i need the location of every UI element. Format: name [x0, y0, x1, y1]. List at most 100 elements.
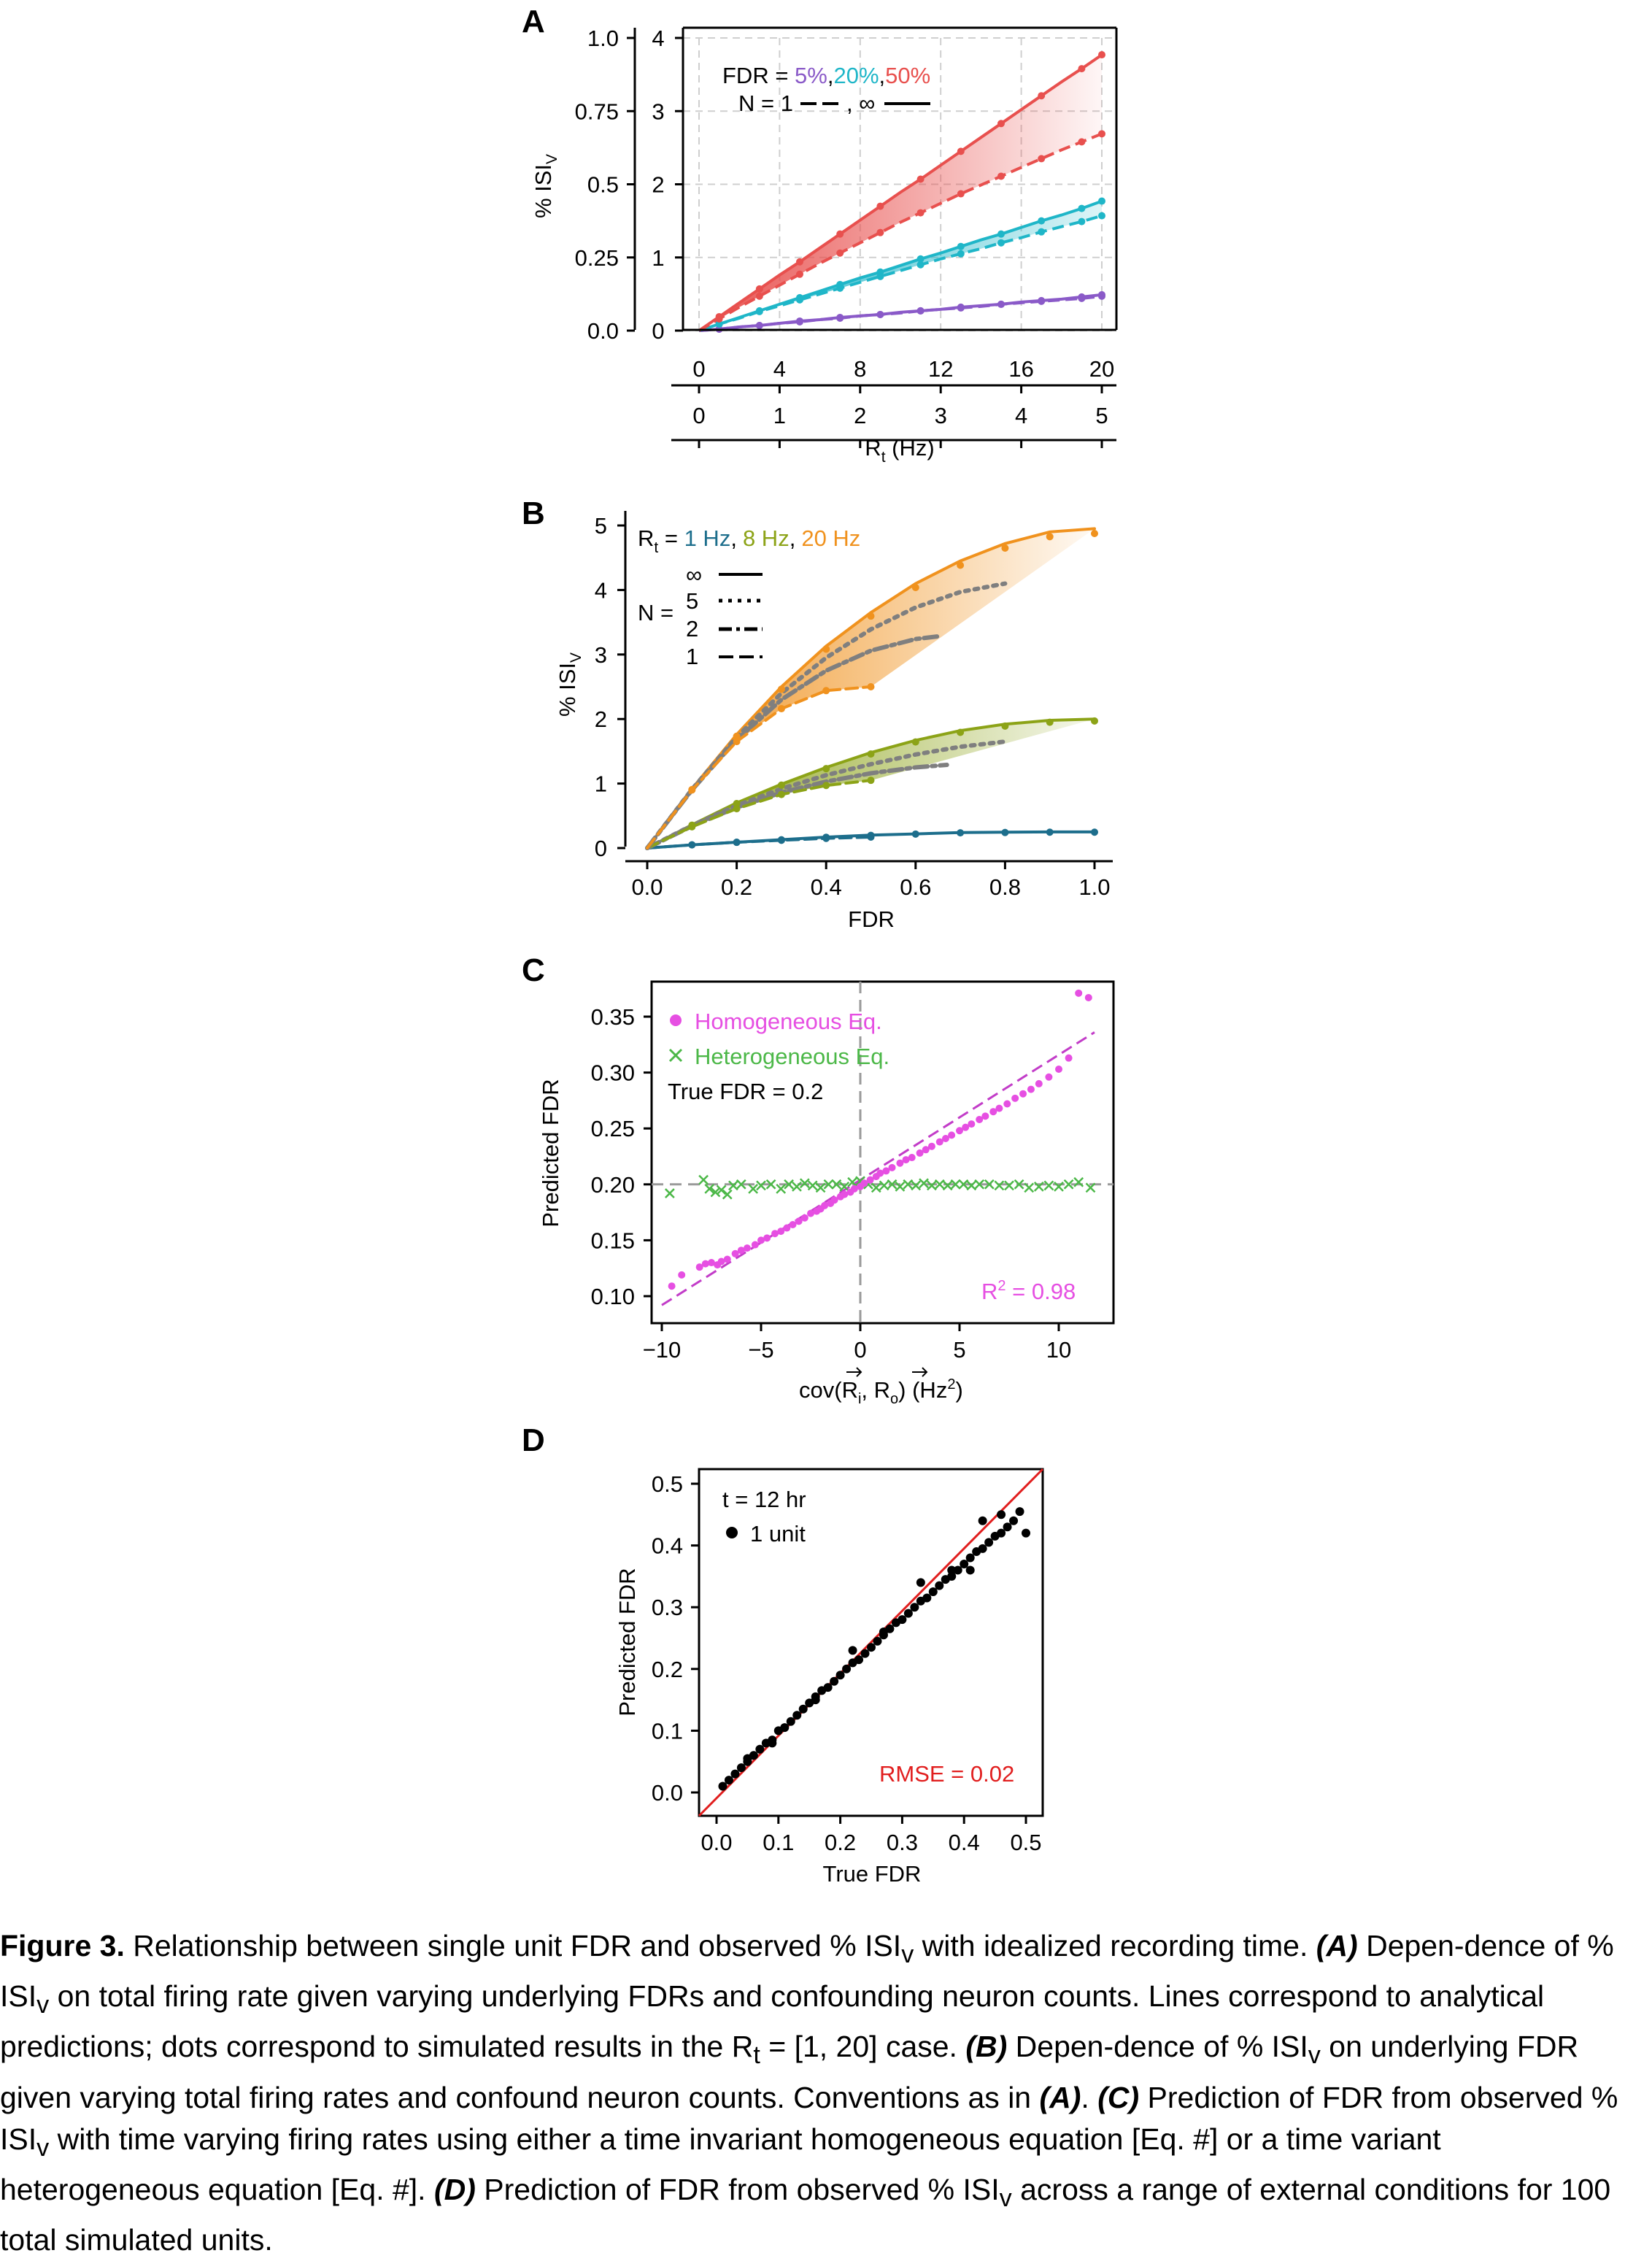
panel-c-hom-point [908, 1154, 916, 1162]
panel-b-point [957, 829, 965, 837]
panel-d-point [997, 1510, 1006, 1519]
panel-a-point [796, 317, 803, 326]
panel-c-x-label-post: ) (Hz [898, 1377, 947, 1403]
panel-c-het-point [823, 1179, 834, 1190]
panel-c-hom-point [981, 1112, 989, 1120]
panel-c-vector-arrow-ro [912, 1367, 928, 1377]
panel-a-point [755, 285, 763, 293]
panel-a-point [1038, 228, 1046, 236]
panel-a-y-tick-label-left: 0.75 [575, 99, 619, 124]
panel-d-point [736, 1763, 746, 1773]
panel-a-point [997, 300, 1005, 308]
panel-c-het-point [927, 1180, 937, 1191]
panel-b-x-tick-label: 0.0 [631, 874, 663, 900]
panel-a-letter: A [522, 4, 545, 39]
panel-c-hom-point [783, 1224, 791, 1232]
panel-c-hom-point [757, 1236, 765, 1244]
panel-c-het-point [807, 1180, 818, 1191]
panel-d-point [1009, 1516, 1019, 1525]
panel-a-line-50-n1 [698, 132, 1103, 332]
panel-a-point [916, 307, 925, 315]
panel-a-y-tick-label-left: 1.0 [587, 26, 619, 51]
panel-d-ticks: 0.0 0.1 0.2 0.3 0.4 0.5 0.0 0.1 0.2 0.3 0.4 0.5 [652, 1471, 1042, 1855]
panel-c-hom-point [737, 1247, 745, 1255]
panel-c-het-point [698, 1174, 709, 1185]
panel-d-point [730, 1769, 740, 1779]
panel-c-hom-point [830, 1196, 838, 1204]
panel-a-point [997, 239, 1005, 247]
panel-d-point [965, 1553, 975, 1563]
panel-c-x-label-o: o [890, 1391, 898, 1407]
panel-c-hom-point [916, 1149, 924, 1157]
caption-s6: Depen-dence of % ISI [1007, 2030, 1308, 2064]
panel-c-het-point [974, 1179, 985, 1190]
panel-c-het-point [895, 1181, 906, 1192]
panel-c-hom-point [763, 1234, 771, 1242]
panel-c-het-point [1004, 1180, 1014, 1191]
panel-c-het-point [728, 1180, 738, 1191]
panel-c-hom-point [777, 1228, 785, 1236]
panel-d-point [780, 1723, 790, 1733]
panel-c-hom-point [866, 1176, 874, 1184]
panel-a-y-tick-label-right: 3 [652, 99, 664, 124]
panel-d-point [792, 1711, 802, 1720]
panel-d-point [898, 1615, 907, 1625]
panel-b-point [1046, 718, 1054, 726]
panel-c-het-point [748, 1184, 759, 1194]
panel-a-point [1098, 292, 1105, 300]
panel-d-y-tick-label: 0.4 [652, 1533, 683, 1559]
panel-b-point [1001, 828, 1009, 836]
panel-c-het-point [911, 1180, 922, 1191]
panel-b-legend-eq: = [658, 525, 684, 551]
panel-a-point [836, 284, 844, 292]
panel-c-het-point [958, 1179, 969, 1190]
panel-a-point [1098, 212, 1105, 220]
panel-b-y-tick-label: 0 [595, 836, 607, 861]
panel-d-points [718, 1507, 1030, 1791]
panel-c-het-point [903, 1179, 914, 1190]
panel-a-x-tick-label-top: 20 [1089, 356, 1114, 382]
panel-c-het-point [984, 1179, 995, 1190]
panel-c-hom-point [668, 1282, 676, 1290]
panel-c-x-label: cov(Ri, Ro) (Hz2) [799, 1376, 963, 1407]
panel-c-het-point [792, 1181, 802, 1192]
panel-b-x-tick-label: 1.0 [1078, 874, 1110, 900]
panel-c-y-tick-label: 0.10 [591, 1284, 635, 1309]
panel-b-point [777, 705, 785, 713]
panel-b-x-tick-label: 0.4 [811, 874, 842, 900]
panel-d-y-label: Predicted FDR [614, 1568, 640, 1716]
caption-s3: Depen-dence of % ISI [0, 1929, 1614, 2014]
panel-a-legend-n1: N = 1 [738, 90, 793, 116]
panel-c-frame [650, 980, 1115, 1325]
panel-c-het-point [950, 1179, 961, 1190]
caption-s7: on underlying FDR given varying total fi… [0, 2030, 1579, 2114]
panel-d-y-tick-label: 0.3 [652, 1595, 683, 1620]
panel-b-line-8Hz-n5 [645, 739, 1008, 850]
panel-a-line-50-ninf [698, 53, 1103, 332]
panel-a-x-tick-label-top: 0 [692, 356, 705, 382]
panel-a-point [715, 320, 723, 328]
panel-d-point [873, 1636, 882, 1646]
panel-c-x-tick-label: 10 [1046, 1337, 1071, 1363]
panel-b-point [777, 685, 785, 693]
panel-c-het-point [934, 1179, 945, 1190]
panel-a-point [1078, 294, 1086, 302]
panel-c-het-point [847, 1176, 858, 1187]
panel-c-hom-point [795, 1217, 803, 1225]
panel-c-hom-point [876, 1169, 884, 1177]
panel-b-y-tick-label: 4 [595, 577, 607, 603]
panel-d-point [860, 1649, 870, 1658]
panel-a-point [1038, 92, 1046, 100]
caption-s6-sub: v [1308, 2041, 1321, 2070]
caption-s1-sub: v [901, 1941, 914, 1969]
caption-s1: Relationship between single unit FDR and… [124, 1929, 902, 1963]
panel-d-point [718, 1782, 727, 1791]
caption-s4: on total firing rate given varying under… [0, 1979, 1545, 2064]
panel-c-hom-point [850, 1185, 858, 1193]
panel-d-legend-t: t = 12 hr [722, 1487, 806, 1512]
panel-c-hom-point [1003, 1100, 1011, 1108]
panel-a-x-tick-label-bottom: 0 [692, 403, 705, 428]
panel-c-legend-het-marker [668, 1048, 683, 1063]
